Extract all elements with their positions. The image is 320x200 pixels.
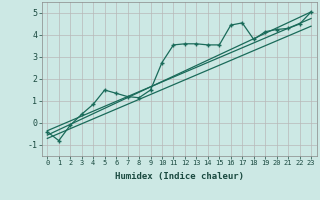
X-axis label: Humidex (Indice chaleur): Humidex (Indice chaleur) bbox=[115, 172, 244, 181]
